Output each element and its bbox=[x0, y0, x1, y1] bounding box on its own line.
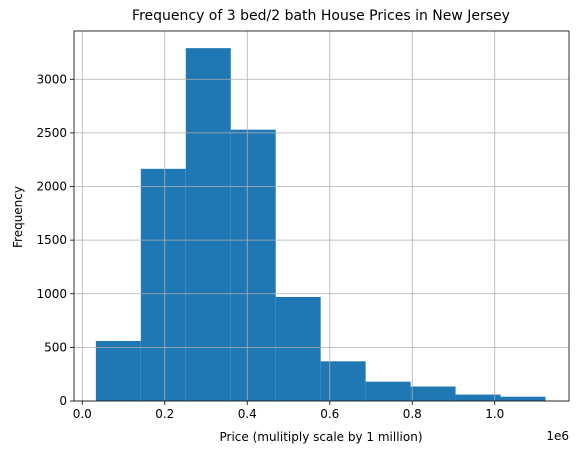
y-tick-label: 2000 bbox=[36, 180, 67, 194]
histogram-bar bbox=[410, 386, 456, 401]
histogram-bar bbox=[455, 394, 501, 401]
histogram-bar bbox=[365, 381, 411, 401]
x-tick-label: 0.2 bbox=[155, 407, 174, 421]
histogram-bar bbox=[320, 361, 366, 401]
grid-lines bbox=[74, 31, 569, 402]
x-tick-label: 0.0 bbox=[73, 407, 92, 421]
plot-frame bbox=[73, 30, 570, 402]
histogram-bar bbox=[230, 129, 276, 401]
x-axis-label: Price (mulitiply scale by 1 million) bbox=[219, 430, 422, 444]
x-tick-label: 0.6 bbox=[320, 407, 339, 421]
histogram-bar bbox=[185, 48, 231, 401]
histogram-bar bbox=[95, 340, 141, 401]
histogram-bars bbox=[95, 48, 546, 401]
y-axis-ticks: 0 500 1000 1500 2000 2500 3000 bbox=[36, 72, 74, 408]
y-tick-label: 2500 bbox=[36, 126, 67, 140]
x-tick-label: 1.0 bbox=[485, 407, 504, 421]
x-axis-offset-label: 1e6 bbox=[546, 429, 569, 443]
histogram-bar bbox=[275, 296, 321, 401]
y-tick-label: 3000 bbox=[36, 72, 67, 86]
histogram-bar bbox=[140, 168, 186, 401]
y-axis-label: Frequency bbox=[11, 186, 25, 248]
x-axis-ticks: 0.0 0.2 0.4 0.6 0.8 1.0 bbox=[73, 401, 504, 421]
y-tick-label: 500 bbox=[44, 340, 67, 354]
y-tick-label: 1000 bbox=[36, 287, 67, 301]
chart-title: Frequency of 3 bed/2 bath House Prices i… bbox=[132, 8, 510, 24]
x-tick-label: 0.8 bbox=[403, 407, 422, 421]
y-tick-label: 0 bbox=[59, 394, 67, 408]
x-tick-label: 0.4 bbox=[238, 407, 257, 421]
histogram-bar bbox=[500, 396, 546, 401]
y-tick-label: 1500 bbox=[36, 233, 67, 247]
